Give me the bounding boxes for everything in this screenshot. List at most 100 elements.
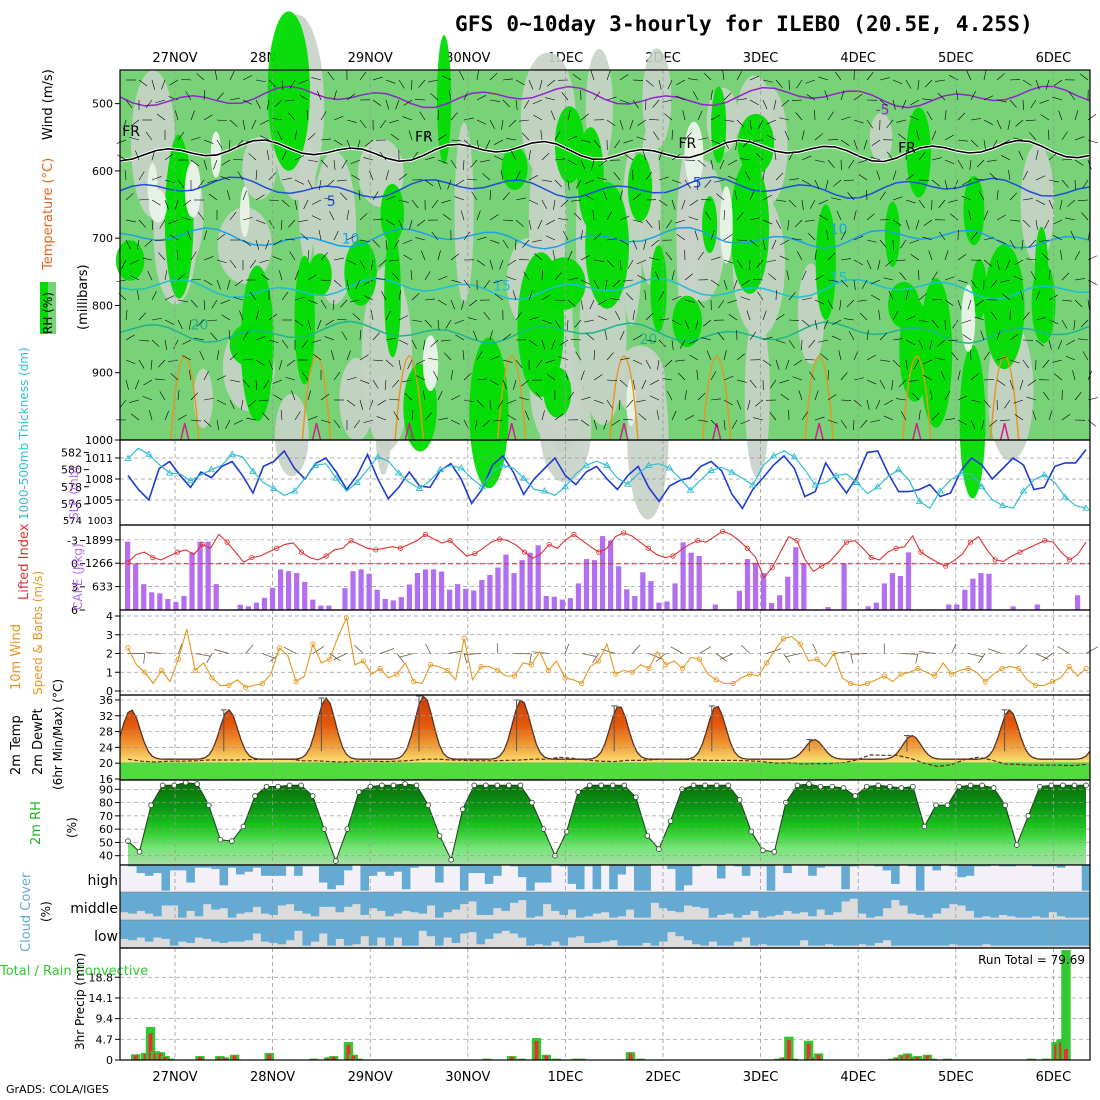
wind-barb [203, 370, 209, 381]
wind-barb [177, 414, 187, 421]
wind-barb [462, 350, 465, 361]
wind-barb [658, 176, 669, 181]
wind-barb [441, 75, 452, 81]
wind-barb [317, 319, 322, 330]
hot-contour [619, 423, 629, 441]
precip-tick-label: 0 [106, 1054, 113, 1067]
wind-barb [580, 159, 586, 170]
wind-barb [424, 156, 435, 161]
wind-barb [606, 211, 613, 221]
wind-barb [677, 372, 686, 381]
wind-barb [567, 277, 578, 281]
wind-barb [359, 71, 367, 81]
wind-barb [242, 75, 253, 81]
wind-barb [364, 139, 374, 147]
wind-barb [818, 199, 829, 205]
wind-barb [519, 397, 530, 401]
wind-barb [164, 270, 168, 281]
cloud-high-bar [849, 865, 859, 867]
wind-barb [116, 139, 127, 144]
precip-tick-label: 9.4 [96, 1013, 114, 1026]
wind-barb [575, 179, 582, 189]
wind-barb [796, 251, 803, 261]
wind-barb [749, 217, 760, 221]
precip-frame [119, 947, 1091, 1061]
wind-barb [1053, 235, 1063, 241]
wind-barb [740, 419, 751, 425]
wind-barb [216, 259, 227, 264]
wind-barb [796, 79, 803, 89]
cloud-middle-bar [236, 892, 245, 914]
rh-dry-region [642, 48, 672, 149]
wind-barb [1052, 219, 1063, 225]
wind-barb [1073, 319, 1076, 330]
cloud-low-bar [617, 920, 627, 946]
wind-barb [515, 239, 517, 250]
contour-label: FR [122, 124, 140, 140]
wind-barb [1035, 317, 1046, 321]
cloud-low-bar [849, 920, 859, 946]
wind-barb [196, 319, 205, 327]
wind-barb [177, 131, 185, 141]
wind-barb [931, 319, 939, 328]
wind-barb [558, 218, 569, 221]
wind-barb [339, 192, 348, 201]
wind-barb [493, 155, 504, 161]
wind-speed-marker [831, 650, 837, 657]
rh-dry-region [454, 122, 474, 303]
wind-barb [494, 293, 504, 301]
thickness-marker [394, 469, 403, 476]
rh-2m-marker [494, 782, 501, 789]
wind-barb [353, 419, 361, 429]
wind-barb [775, 314, 785, 321]
precip-total-axis-label: Total / Rain Convective [0, 964, 148, 979]
wind-barb [346, 259, 357, 265]
wind-barb [658, 339, 667, 348]
cape-bar [390, 600, 396, 610]
wind-barb [905, 359, 908, 370]
cape-tick-label: 1266 [85, 557, 113, 570]
cloud-low-bar [426, 920, 436, 937]
wind-barb [931, 157, 942, 161]
wind-barb [450, 279, 461, 283]
wind-barb [591, 159, 595, 170]
cloud-high-bar [294, 865, 303, 876]
cloud-low-bar [393, 920, 403, 938]
cloud-low-bar [178, 920, 187, 942]
cloud-middle-bar [932, 892, 942, 914]
wind-barb [431, 231, 439, 241]
wind-barb [788, 151, 795, 161]
wind-barb [129, 259, 140, 265]
wind-barb [502, 379, 508, 390]
wind-barb [898, 133, 907, 141]
wind-barb [320, 159, 329, 168]
wind-barb [535, 359, 543, 369]
wind-barb [515, 197, 526, 201]
cape-bar [793, 547, 799, 610]
wind-barb [762, 359, 772, 366]
wind-barb [164, 153, 174, 161]
wind-barb [1026, 258, 1037, 261]
wind-barb [779, 379, 790, 384]
wind-barb [918, 152, 926, 161]
wind-barb [554, 158, 565, 161]
wind-barb [575, 351, 582, 361]
precip-convective-bar [153, 1052, 158, 1060]
wind-barb [506, 276, 517, 281]
lifted-index-marker [546, 541, 552, 548]
wind-barb [983, 139, 986, 150]
cloud-high-bar [144, 865, 154, 876]
rh-2m-marker [633, 794, 639, 801]
wind-barb [1061, 159, 1072, 161]
wind-barb [190, 110, 195, 121]
wind-speed-marker [915, 665, 921, 672]
wind-barb [719, 159, 725, 170]
wind-speed-marker [310, 641, 316, 647]
rh-2m-axis-label: 2m RH [29, 801, 44, 845]
wind-barb [311, 339, 322, 344]
wind-barb [489, 399, 492, 410]
wind-barb [325, 319, 335, 326]
wind-barb [151, 290, 157, 301]
wind-barb [775, 199, 786, 202]
